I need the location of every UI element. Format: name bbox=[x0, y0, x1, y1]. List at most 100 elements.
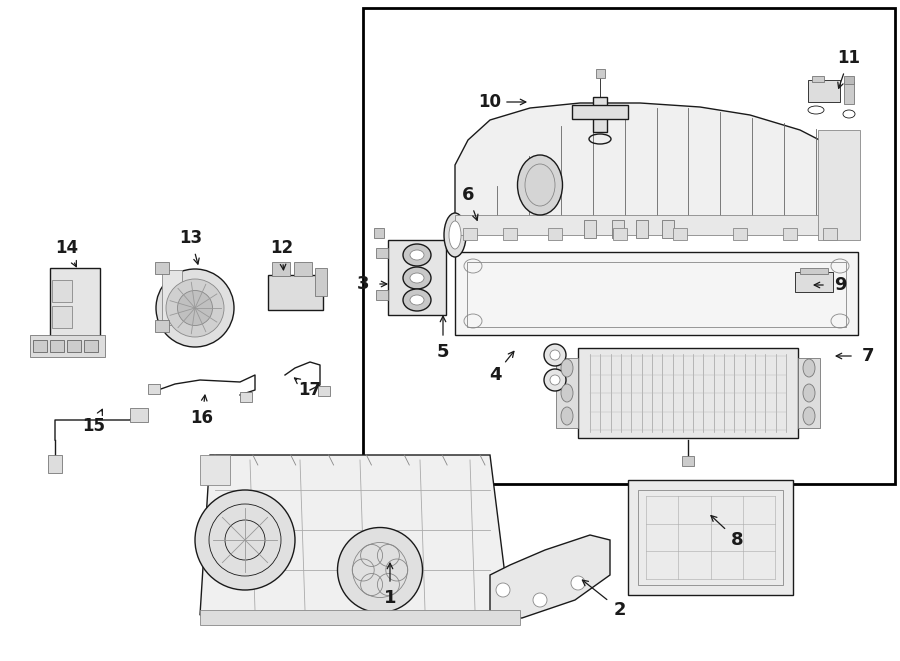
Ellipse shape bbox=[166, 279, 224, 337]
Ellipse shape bbox=[444, 213, 466, 257]
Ellipse shape bbox=[533, 593, 547, 607]
Ellipse shape bbox=[403, 244, 431, 266]
Bar bbox=[844, 76, 854, 84]
Bar bbox=[240, 392, 252, 402]
Text: 7: 7 bbox=[862, 347, 874, 365]
Ellipse shape bbox=[561, 384, 573, 402]
Bar bbox=[636, 220, 648, 238]
Bar bbox=[376, 248, 388, 258]
Bar bbox=[162, 270, 182, 325]
Bar bbox=[798, 358, 820, 428]
Ellipse shape bbox=[803, 384, 815, 402]
Bar bbox=[155, 262, 169, 274]
Text: 15: 15 bbox=[83, 417, 105, 435]
Ellipse shape bbox=[410, 295, 424, 305]
Bar bbox=[800, 268, 828, 274]
Ellipse shape bbox=[550, 375, 560, 385]
Bar bbox=[548, 228, 562, 240]
Ellipse shape bbox=[544, 344, 566, 366]
Bar bbox=[67, 340, 81, 352]
Bar bbox=[638, 490, 783, 585]
Text: 12: 12 bbox=[270, 239, 293, 257]
Text: 3: 3 bbox=[356, 275, 369, 293]
Bar bbox=[200, 610, 520, 625]
Polygon shape bbox=[200, 455, 510, 615]
Ellipse shape bbox=[518, 155, 562, 215]
Text: 13: 13 bbox=[179, 229, 203, 247]
Ellipse shape bbox=[544, 369, 566, 391]
Bar bbox=[682, 456, 694, 466]
Ellipse shape bbox=[410, 273, 424, 283]
Bar bbox=[48, 455, 62, 473]
Ellipse shape bbox=[403, 267, 431, 289]
Polygon shape bbox=[455, 103, 858, 220]
Polygon shape bbox=[490, 535, 610, 618]
Bar bbox=[467, 262, 846, 327]
Bar bbox=[808, 80, 840, 102]
Bar bbox=[556, 358, 578, 428]
Text: 17: 17 bbox=[299, 381, 321, 399]
Bar bbox=[84, 340, 98, 352]
Bar bbox=[50, 340, 64, 352]
Ellipse shape bbox=[561, 407, 573, 425]
Ellipse shape bbox=[177, 290, 212, 325]
Ellipse shape bbox=[803, 359, 815, 377]
Bar bbox=[662, 220, 674, 238]
Ellipse shape bbox=[571, 576, 585, 590]
Bar bbox=[52, 280, 72, 302]
Bar bbox=[783, 228, 797, 240]
Bar bbox=[318, 386, 330, 396]
Ellipse shape bbox=[410, 250, 424, 260]
Bar bbox=[388, 240, 446, 315]
Ellipse shape bbox=[403, 289, 431, 311]
Bar bbox=[272, 262, 290, 276]
Bar bbox=[795, 272, 833, 292]
Bar bbox=[733, 228, 747, 240]
Ellipse shape bbox=[156, 269, 234, 347]
Bar bbox=[148, 384, 160, 394]
Bar bbox=[613, 228, 627, 240]
Bar bbox=[812, 76, 824, 82]
Bar bbox=[673, 228, 687, 240]
Ellipse shape bbox=[803, 407, 815, 425]
Bar bbox=[612, 220, 624, 238]
Bar bbox=[315, 268, 327, 296]
Ellipse shape bbox=[449, 221, 461, 249]
Bar bbox=[572, 105, 628, 119]
Text: 4: 4 bbox=[489, 366, 501, 384]
Bar bbox=[374, 228, 384, 238]
Bar bbox=[628, 480, 793, 595]
Bar bbox=[503, 228, 517, 240]
Bar bbox=[294, 262, 312, 276]
Text: 6: 6 bbox=[462, 186, 474, 204]
Text: 9: 9 bbox=[833, 276, 846, 294]
Bar bbox=[376, 290, 388, 300]
Ellipse shape bbox=[550, 350, 560, 360]
Text: 2: 2 bbox=[614, 601, 626, 619]
Bar bbox=[463, 228, 477, 240]
Ellipse shape bbox=[338, 527, 422, 613]
Bar bbox=[33, 340, 47, 352]
Bar bbox=[596, 69, 605, 78]
Bar bbox=[30, 335, 105, 357]
Bar bbox=[50, 268, 100, 343]
Bar bbox=[578, 348, 798, 438]
Bar bbox=[130, 408, 148, 422]
Bar bbox=[363, 8, 895, 484]
Text: 11: 11 bbox=[838, 49, 860, 67]
Bar bbox=[584, 220, 596, 238]
Bar bbox=[593, 97, 607, 132]
Bar bbox=[155, 320, 169, 332]
Bar bbox=[818, 130, 860, 240]
Bar bbox=[455, 215, 858, 235]
Text: 8: 8 bbox=[731, 531, 743, 549]
Bar bbox=[52, 306, 72, 328]
Text: 5: 5 bbox=[436, 343, 449, 361]
Text: 14: 14 bbox=[56, 239, 78, 257]
Text: 16: 16 bbox=[191, 409, 213, 427]
Bar bbox=[455, 252, 858, 335]
Bar bbox=[200, 455, 230, 485]
Ellipse shape bbox=[496, 583, 510, 597]
Bar bbox=[268, 275, 323, 310]
Text: 1: 1 bbox=[383, 589, 396, 607]
